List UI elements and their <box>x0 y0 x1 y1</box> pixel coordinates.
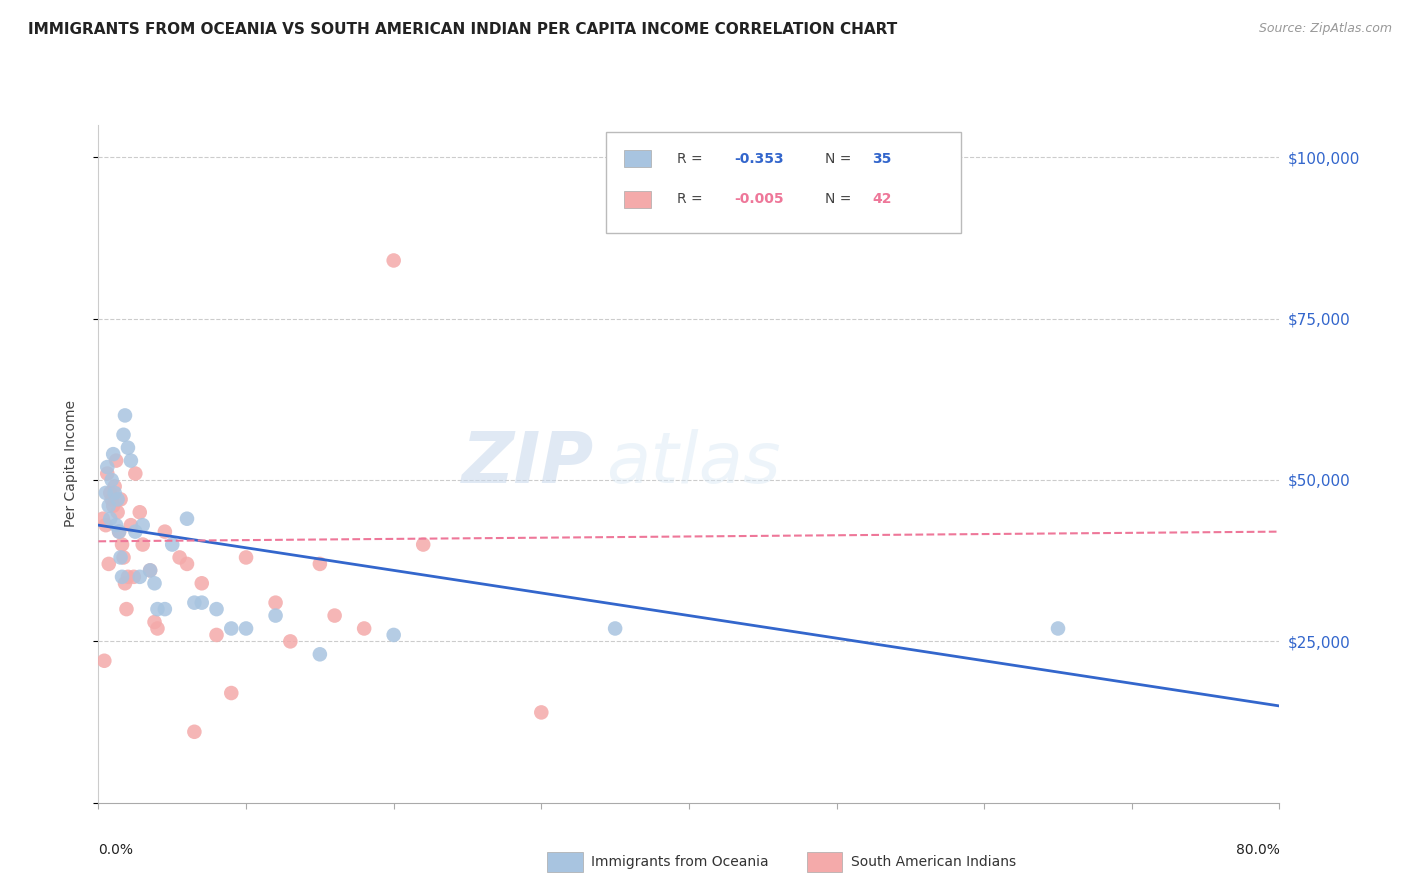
Point <box>100 473 122 487</box>
Point <box>111 537 134 551</box>
Text: Immigrants from Oceania: Immigrants from Oceania <box>591 855 769 869</box>
Point <box>111 570 134 584</box>
Point <box>176 557 198 571</box>
Text: 35: 35 <box>872 152 891 166</box>
Text: 0.0%: 0.0% <box>98 844 134 857</box>
Point <box>122 570 145 584</box>
Point <box>191 596 214 610</box>
Point <box>114 576 136 591</box>
Point <box>169 550 191 565</box>
Point <box>153 602 176 616</box>
Point <box>128 570 150 584</box>
Point <box>183 724 205 739</box>
Point <box>143 615 166 629</box>
Point <box>139 563 162 577</box>
Point <box>1046 622 1069 636</box>
Point <box>323 608 346 623</box>
Point <box>183 596 205 610</box>
Point <box>104 479 127 493</box>
Point <box>103 447 125 461</box>
Point <box>278 634 302 648</box>
FancyBboxPatch shape <box>547 852 582 872</box>
Point <box>117 570 139 584</box>
Text: IMMIGRANTS FROM OCEANIA VS SOUTH AMERICAN INDIAN PER CAPITA INCOME CORRELATION C: IMMIGRANTS FROM OCEANIA VS SOUTH AMERICA… <box>28 22 897 37</box>
Y-axis label: Per Capita Income: Per Capita Income <box>63 401 77 527</box>
Point <box>112 550 135 565</box>
Point <box>530 706 553 720</box>
Text: 80.0%: 80.0% <box>1236 844 1279 857</box>
Point <box>98 512 121 526</box>
Point <box>96 467 118 481</box>
Point <box>110 492 132 507</box>
Text: Source: ZipAtlas.com: Source: ZipAtlas.com <box>1258 22 1392 36</box>
Text: 42: 42 <box>872 193 891 206</box>
Point <box>108 524 131 539</box>
Point <box>120 453 142 467</box>
Point <box>104 486 127 500</box>
Point <box>382 628 405 642</box>
Point <box>382 253 405 268</box>
Text: N =: N = <box>825 152 855 166</box>
Point <box>97 557 120 571</box>
Point <box>110 550 132 565</box>
Point <box>605 622 627 636</box>
Point <box>105 453 128 467</box>
Point <box>191 576 214 591</box>
Point <box>96 460 118 475</box>
FancyBboxPatch shape <box>606 132 960 234</box>
Point <box>107 505 129 519</box>
Point <box>103 499 125 513</box>
Text: R =: R = <box>678 152 707 166</box>
Point <box>235 622 257 636</box>
Point <box>132 537 155 551</box>
Text: R =: R = <box>678 193 707 206</box>
FancyBboxPatch shape <box>624 191 651 208</box>
Point <box>124 524 146 539</box>
Point <box>143 576 166 591</box>
Point <box>353 622 375 636</box>
Point <box>309 648 332 662</box>
Point <box>114 409 136 423</box>
Point <box>112 427 135 442</box>
Point <box>128 505 150 519</box>
Point <box>91 512 114 526</box>
Point <box>153 524 176 539</box>
Point <box>94 518 117 533</box>
Point <box>205 602 228 616</box>
Point <box>93 654 115 668</box>
Point <box>107 492 129 507</box>
Point <box>219 622 242 636</box>
Point <box>94 486 117 500</box>
Point <box>115 602 138 616</box>
Point <box>176 512 198 526</box>
Point <box>162 537 183 551</box>
Point <box>264 596 287 610</box>
FancyBboxPatch shape <box>624 151 651 168</box>
Text: atlas: atlas <box>606 429 780 499</box>
Point <box>219 686 242 700</box>
Point <box>132 518 155 533</box>
FancyBboxPatch shape <box>807 852 842 872</box>
Text: -0.353: -0.353 <box>734 152 783 166</box>
Point <box>97 499 120 513</box>
Point <box>120 518 142 533</box>
Point <box>100 492 122 507</box>
Text: N =: N = <box>825 193 855 206</box>
Text: South American Indians: South American Indians <box>851 855 1017 869</box>
Text: ZIP: ZIP <box>463 429 595 499</box>
Point <box>117 441 139 455</box>
Point <box>205 628 228 642</box>
Point <box>146 602 169 616</box>
Point <box>124 467 146 481</box>
Point <box>264 608 287 623</box>
Point <box>108 524 131 539</box>
Point <box>139 563 162 577</box>
Point <box>98 486 121 500</box>
Point <box>412 537 434 551</box>
Point <box>235 550 257 565</box>
Point <box>309 557 332 571</box>
Point <box>146 622 169 636</box>
Point <box>105 518 128 533</box>
Text: -0.005: -0.005 <box>734 193 783 206</box>
